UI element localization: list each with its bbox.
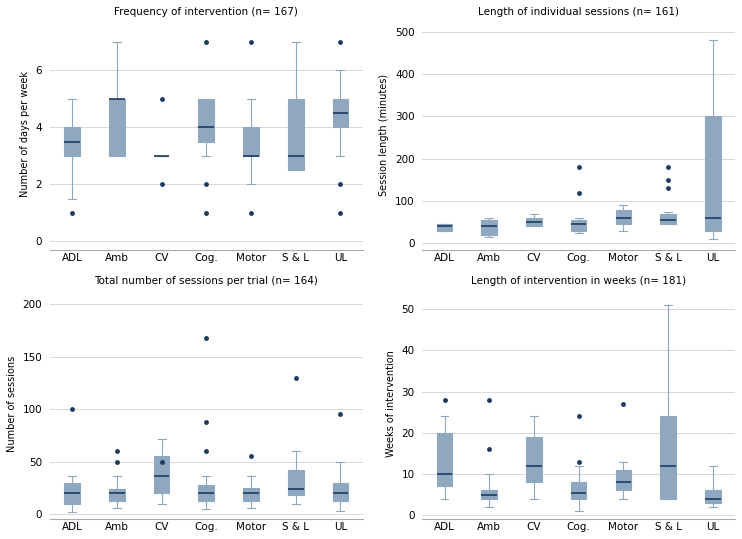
- PathPatch shape: [437, 433, 453, 486]
- PathPatch shape: [288, 99, 303, 170]
- PathPatch shape: [199, 485, 214, 501]
- PathPatch shape: [243, 127, 259, 156]
- PathPatch shape: [332, 99, 348, 127]
- PathPatch shape: [571, 220, 586, 231]
- PathPatch shape: [616, 470, 631, 490]
- PathPatch shape: [526, 437, 542, 482]
- PathPatch shape: [109, 489, 125, 501]
- PathPatch shape: [526, 218, 542, 226]
- Title: Total number of sessions per trial (n= 164): Total number of sessions per trial (n= 1…: [94, 277, 318, 286]
- PathPatch shape: [65, 127, 80, 156]
- Y-axis label: Weeks of intervention: Weeks of intervention: [386, 350, 396, 458]
- Title: Length of intervention in weeks (n= 181): Length of intervention in weeks (n= 181): [471, 277, 686, 286]
- PathPatch shape: [437, 224, 453, 231]
- PathPatch shape: [660, 214, 676, 224]
- PathPatch shape: [288, 470, 303, 495]
- PathPatch shape: [705, 116, 720, 231]
- PathPatch shape: [482, 490, 497, 499]
- PathPatch shape: [571, 482, 586, 499]
- PathPatch shape: [332, 482, 348, 501]
- Y-axis label: Number of sessions: Number of sessions: [7, 356, 17, 452]
- PathPatch shape: [660, 416, 676, 499]
- PathPatch shape: [154, 457, 169, 493]
- PathPatch shape: [243, 488, 259, 501]
- PathPatch shape: [199, 99, 214, 142]
- Title: Frequency of intervention (n= 167): Frequency of intervention (n= 167): [114, 7, 298, 17]
- Title: Length of individual sessions (n= 161): Length of individual sessions (n= 161): [478, 7, 679, 17]
- Y-axis label: Session length (minutes): Session length (minutes): [379, 73, 390, 196]
- PathPatch shape: [616, 210, 631, 224]
- PathPatch shape: [65, 482, 80, 503]
- PathPatch shape: [109, 99, 125, 156]
- Y-axis label: Number of days per week: Number of days per week: [20, 72, 30, 197]
- PathPatch shape: [482, 220, 497, 235]
- PathPatch shape: [705, 490, 720, 503]
